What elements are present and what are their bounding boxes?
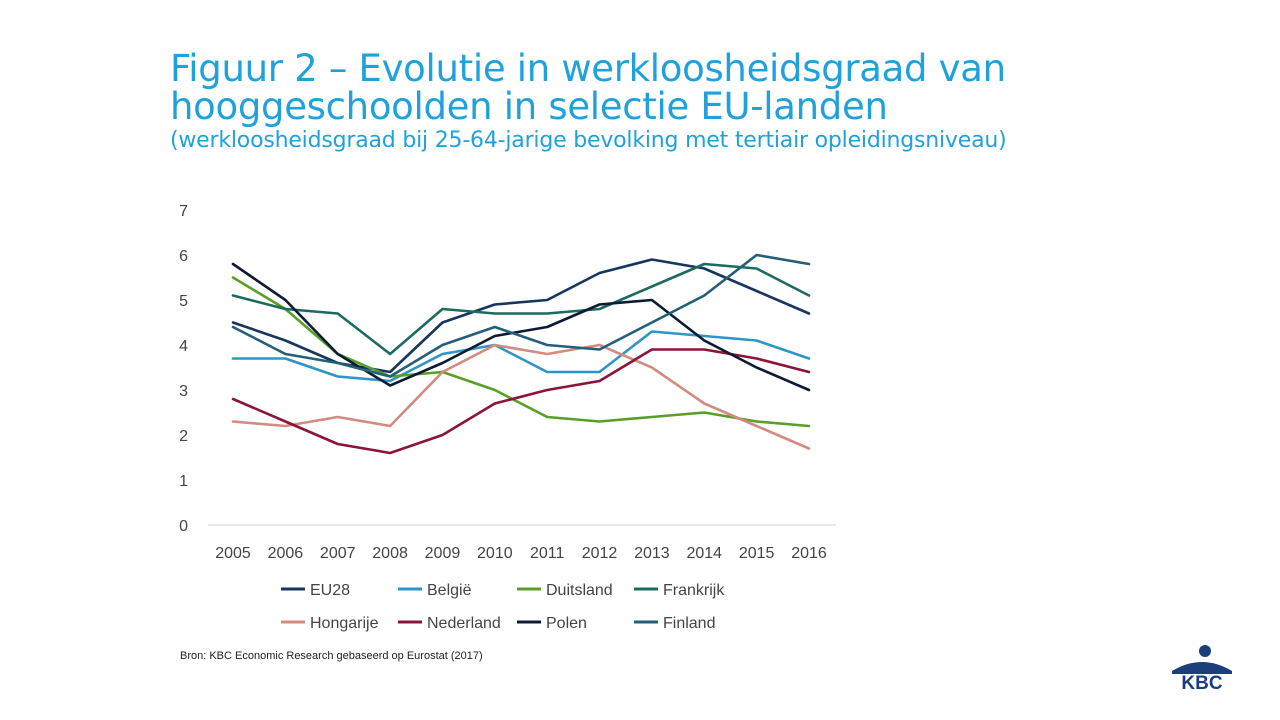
title-line-1: Figuur 2 – Evolutie in werkloosheidsgraa… [170, 47, 1006, 90]
x-tick-label: 2013 [634, 545, 670, 562]
legend-label: Duitsland [546, 582, 613, 599]
series-line-polen [231, 262, 811, 392]
legend-label: EU28 [310, 582, 350, 599]
x-tick-label: 2015 [739, 545, 775, 562]
series-line-eu28 [231, 258, 811, 374]
x-tick-label: 2007 [320, 545, 356, 562]
x-tick-label: 2006 [268, 545, 304, 562]
series-line-nederland [231, 348, 811, 455]
source-note: Bron: KBC Economic Research gebaseerd op… [180, 650, 483, 662]
x-tick-label: 2014 [686, 545, 722, 562]
x-tick-label: 2010 [477, 545, 513, 562]
y-tick-label: 4 [179, 338, 188, 355]
y-tick-label: 5 [179, 293, 188, 310]
x-tick-label: 2009 [425, 545, 461, 562]
x-axis: 2005 2006 2007 2008 2009 2010 2011 2012 2013 2014… [215, 545, 827, 562]
legend-label: Frankrijk [663, 582, 725, 599]
y-tick-label: 1 [179, 473, 188, 490]
series-line-hongarije [231, 343, 811, 450]
y-tick-label: 6 [179, 248, 188, 265]
legend-label: Finland [663, 615, 715, 632]
y-axis: 0 1 2 3 4 5 6 7 [179, 203, 188, 535]
legend-label: Polen [546, 615, 587, 632]
title-line-2: hooggeschoolden in selectie EU-landen [170, 85, 888, 128]
series-line-belgië [231, 330, 811, 383]
legend-label: Hongarije [310, 615, 379, 632]
legend-label: Nederland [427, 615, 501, 632]
series-line-frankrijk [231, 262, 811, 356]
series-lines [231, 253, 811, 455]
x-tick-label: 2016 [791, 545, 827, 562]
legend: EU28 België Duitsland Frankrijk Hongarije Ned… [281, 582, 725, 632]
chart-title: Figuur 2 – Evolutie in werkloosheidsgraa… [170, 50, 1230, 126]
logo-head [1199, 645, 1211, 657]
legend-label: België [427, 582, 472, 599]
logo-text: KBC [1181, 673, 1222, 691]
x-tick-label: 2011 [530, 545, 565, 562]
x-tick-label: 2012 [582, 545, 618, 562]
x-tick-label: 2008 [372, 545, 408, 562]
y-tick-label: 7 [179, 203, 188, 220]
y-tick-label: 2 [179, 428, 188, 445]
y-tick-label: 3 [179, 383, 188, 400]
y-tick-label: 0 [179, 518, 188, 535]
chart-subtitle: (werkloosheidsgraad bij 25-64-jarige bev… [170, 128, 1007, 153]
x-tick-label: 2005 [215, 545, 251, 562]
series-line-finland [231, 253, 811, 378]
logo-arc [1172, 662, 1232, 674]
kbc-logo: KBC [1172, 645, 1232, 691]
